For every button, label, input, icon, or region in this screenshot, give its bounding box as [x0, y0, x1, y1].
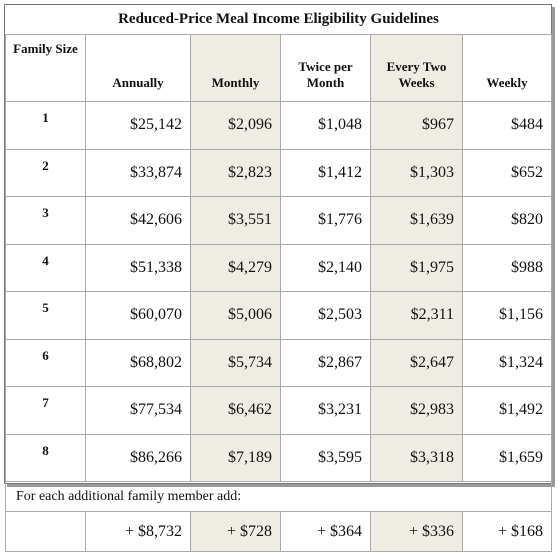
- income-cell: $2,096: [190, 101, 281, 150]
- income-cell: $484: [462, 101, 552, 150]
- income-cell: $967: [370, 101, 463, 150]
- income-cell: $4,279: [190, 243, 281, 292]
- note-row: For each additional family member add:: [5, 481, 552, 512]
- table-frame: Reduced-Price Meal Income Eligibility Gu…: [4, 4, 552, 552]
- income-cell: $652: [462, 148, 552, 197]
- family-size: 7: [5, 386, 86, 435]
- page: Reduced-Price Meal Income Eligibility Gu…: [4, 4, 552, 552]
- family-size: 6: [5, 338, 86, 387]
- family-size: 1: [5, 101, 86, 150]
- income-cell: $1,324: [462, 338, 552, 387]
- income-cell: $820: [462, 196, 552, 245]
- income-cell: $3,551: [190, 196, 281, 245]
- income-cell: $33,874: [85, 148, 191, 197]
- income-cell: $60,070: [85, 291, 191, 340]
- data-row: 7 $77,534 $6,462 $3,231 $2,983 $1,492: [5, 386, 552, 435]
- data-row: 4 $51,338 $4,279 $2,140 $1,975 $988: [5, 243, 552, 292]
- additional-row: + $8,732 + $728 + $364 + $336 + $168: [5, 511, 552, 552]
- data-row: 1 $25,142 $2,096 $1,048 $967 $484: [5, 101, 552, 150]
- income-cell: $1,975: [370, 243, 463, 292]
- data-row: 8 $86,266 $7,189 $3,595 $3,318 $1,659: [5, 433, 552, 482]
- income-cell: $5,006: [190, 291, 281, 340]
- data-row: 3 $42,606 $3,551 $1,776 $1,639 $820: [5, 196, 552, 245]
- income-cell: $2,647: [370, 338, 463, 387]
- income-cell: $1,659: [462, 433, 552, 482]
- income-cell: $5,734: [190, 338, 281, 387]
- income-cell: $1,639: [370, 196, 463, 245]
- income-cell: $51,338: [85, 243, 191, 292]
- income-cell: $68,802: [85, 338, 191, 387]
- income-cell: $6,462: [190, 386, 281, 435]
- income-cell: $2,140: [280, 243, 371, 292]
- additional-value: + $364: [280, 511, 371, 552]
- income-cell: $988: [462, 243, 552, 292]
- data-row: 6 $68,802 $5,734 $2,867 $2,647 $1,324: [5, 338, 552, 387]
- eligibility-table: Reduced-Price Meal Income Eligibility Gu…: [5, 5, 552, 552]
- income-cell: $25,142: [85, 101, 191, 150]
- family-size: 3: [5, 196, 86, 245]
- income-cell: $86,266: [85, 433, 191, 482]
- income-cell: $2,823: [190, 148, 281, 197]
- family-size: 4: [5, 243, 86, 292]
- additional-value: + $8,732: [85, 511, 191, 552]
- column-header: Weekly: [462, 34, 552, 102]
- column-header: Family Size: [5, 34, 86, 102]
- additional-value: + $728: [190, 511, 281, 552]
- income-cell: $77,534: [85, 386, 191, 435]
- additional-note: For each additional family member add:: [5, 481, 552, 512]
- income-cell: $1,048: [280, 101, 371, 150]
- income-cell: $2,983: [370, 386, 463, 435]
- family-size: 2: [5, 148, 86, 197]
- income-cell: $1,156: [462, 291, 552, 340]
- additional-value: + $336: [370, 511, 463, 552]
- income-cell: $3,231: [280, 386, 371, 435]
- header-row: Family Size Annually Monthly Twice per Mont…: [5, 34, 552, 102]
- income-cell: $7,189: [190, 433, 281, 482]
- income-cell: $2,311: [370, 291, 463, 340]
- column-header: Twice per Month: [280, 34, 371, 102]
- income-cell: $2,867: [280, 338, 371, 387]
- data-row: 2 $33,874 $2,823 $1,412 $1,303 $652: [5, 148, 552, 197]
- empty-cell: [5, 511, 86, 552]
- column-header: Every Two Weeks: [370, 34, 463, 102]
- table-title: Reduced-Price Meal Income Eligibility Gu…: [5, 5, 552, 35]
- column-header: Annually: [85, 34, 191, 102]
- family-size: 8: [5, 433, 86, 482]
- additional-value: + $168: [462, 511, 552, 552]
- income-cell: $1,412: [280, 148, 371, 197]
- income-cell: $3,318: [370, 433, 463, 482]
- income-cell: $1,492: [462, 386, 552, 435]
- family-size: 5: [5, 291, 86, 340]
- income-cell: $2,503: [280, 291, 371, 340]
- income-cell: $1,776: [280, 196, 371, 245]
- income-cell: $1,303: [370, 148, 463, 197]
- income-cell: $3,595: [280, 433, 371, 482]
- data-row: 5 $60,070 $5,006 $2,503 $2,311 $1,156: [5, 291, 552, 340]
- column-header: Monthly: [190, 34, 281, 102]
- income-cell: $42,606: [85, 196, 191, 245]
